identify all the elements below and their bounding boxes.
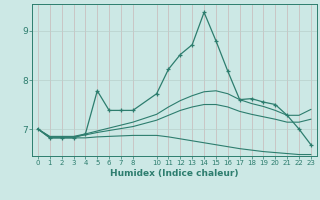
X-axis label: Humidex (Indice chaleur): Humidex (Indice chaleur): [110, 169, 239, 178]
